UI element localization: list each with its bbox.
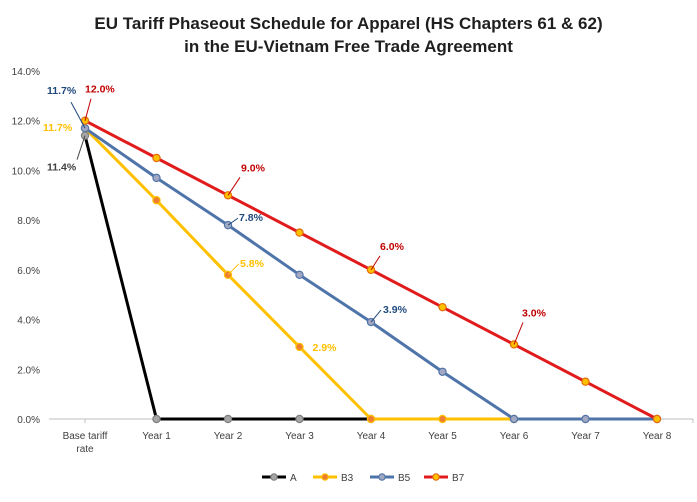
x-tick-label: Year 1 xyxy=(142,431,171,442)
y-tick-label: 2.0% xyxy=(17,365,40,376)
data-label-leader xyxy=(70,101,86,129)
x-tick-label: Year 4 xyxy=(357,431,386,442)
y-tick-label: 10.0% xyxy=(12,166,40,177)
data-label-B7: 3.0% xyxy=(522,307,547,319)
data-label-B7: 6.0% xyxy=(380,241,405,253)
data-point-B5 xyxy=(438,367,447,376)
data-point-B5 xyxy=(295,270,304,280)
x-tick-label: Year 8 xyxy=(643,431,672,442)
data-label-leader xyxy=(76,135,86,160)
data-point-B5 xyxy=(509,414,519,424)
data-label-leader xyxy=(84,98,92,121)
legend-marker-B3 xyxy=(321,473,329,481)
data-label-B7: 9.0% xyxy=(241,162,266,174)
legend-label-A: A xyxy=(290,473,297,484)
data-point-A xyxy=(152,414,161,424)
x-tick-label: Year 5 xyxy=(428,431,457,442)
legend-label-B3: B3 xyxy=(341,473,354,484)
y-tick-label: 12.0% xyxy=(12,117,40,128)
data-label-B5: 3.9% xyxy=(383,304,408,316)
data-point-B3 xyxy=(152,196,161,205)
y-tick-label: 8.0% xyxy=(17,216,40,227)
legend-label-B5: B5 xyxy=(398,473,411,484)
data-point-B7 xyxy=(581,377,590,386)
y-tick-label: 4.0% xyxy=(17,316,40,327)
data-point-A xyxy=(223,414,233,424)
x-tick-label: Year 2 xyxy=(214,431,243,442)
data-point-B7 xyxy=(295,228,304,237)
y-tick-label: 14.0% xyxy=(12,67,40,78)
data-label-B7: 12.0% xyxy=(85,84,115,96)
data-point-B7 xyxy=(438,302,447,312)
data-label-B5: 11.7% xyxy=(47,85,77,97)
data-label-leader xyxy=(227,263,240,276)
legend-marker-B7 xyxy=(432,473,440,481)
data-label-leader xyxy=(370,309,382,323)
data-label-leader xyxy=(227,217,239,226)
data-label-B3: 11.7% xyxy=(43,122,73,134)
data-label-leader xyxy=(370,255,381,271)
data-point-B3 xyxy=(295,342,304,352)
legend-marker-B5 xyxy=(378,473,386,481)
data-point-B7 xyxy=(152,153,161,163)
data-point-B3 xyxy=(366,414,376,424)
x-tick-label: rate xyxy=(76,444,94,455)
legend-marker-A xyxy=(270,473,278,481)
x-tick-label: Year 3 xyxy=(285,431,314,442)
chart-title-line-2: in the EU-Vietnam Free Trade Agreement xyxy=(184,37,513,56)
data-label-B3: 2.9% xyxy=(313,342,338,354)
y-tick-label: 6.0% xyxy=(17,266,40,277)
data-label-leader xyxy=(227,177,241,196)
data-label-A: 11.4% xyxy=(47,162,77,174)
x-tick-label: Year 7 xyxy=(571,431,600,442)
data-point-A xyxy=(295,414,304,424)
legend-label-B7: B7 xyxy=(452,473,465,484)
data-point-B7 xyxy=(652,414,662,424)
x-tick-label: Base tariff xyxy=(63,431,108,442)
data-point-B5 xyxy=(581,414,590,424)
y-tick-label: 0.0% xyxy=(17,415,40,426)
x-tick-label: Year 6 xyxy=(500,431,529,442)
data-point-B5 xyxy=(152,173,161,183)
data-label-B5: 7.8% xyxy=(239,212,264,224)
data-label-leader xyxy=(513,322,524,345)
chart-title-line-1: EU Tariff Phaseout Schedule for Apparel … xyxy=(94,14,603,33)
data-label-B3: 5.8% xyxy=(240,258,265,270)
data-point-B3 xyxy=(438,414,447,424)
